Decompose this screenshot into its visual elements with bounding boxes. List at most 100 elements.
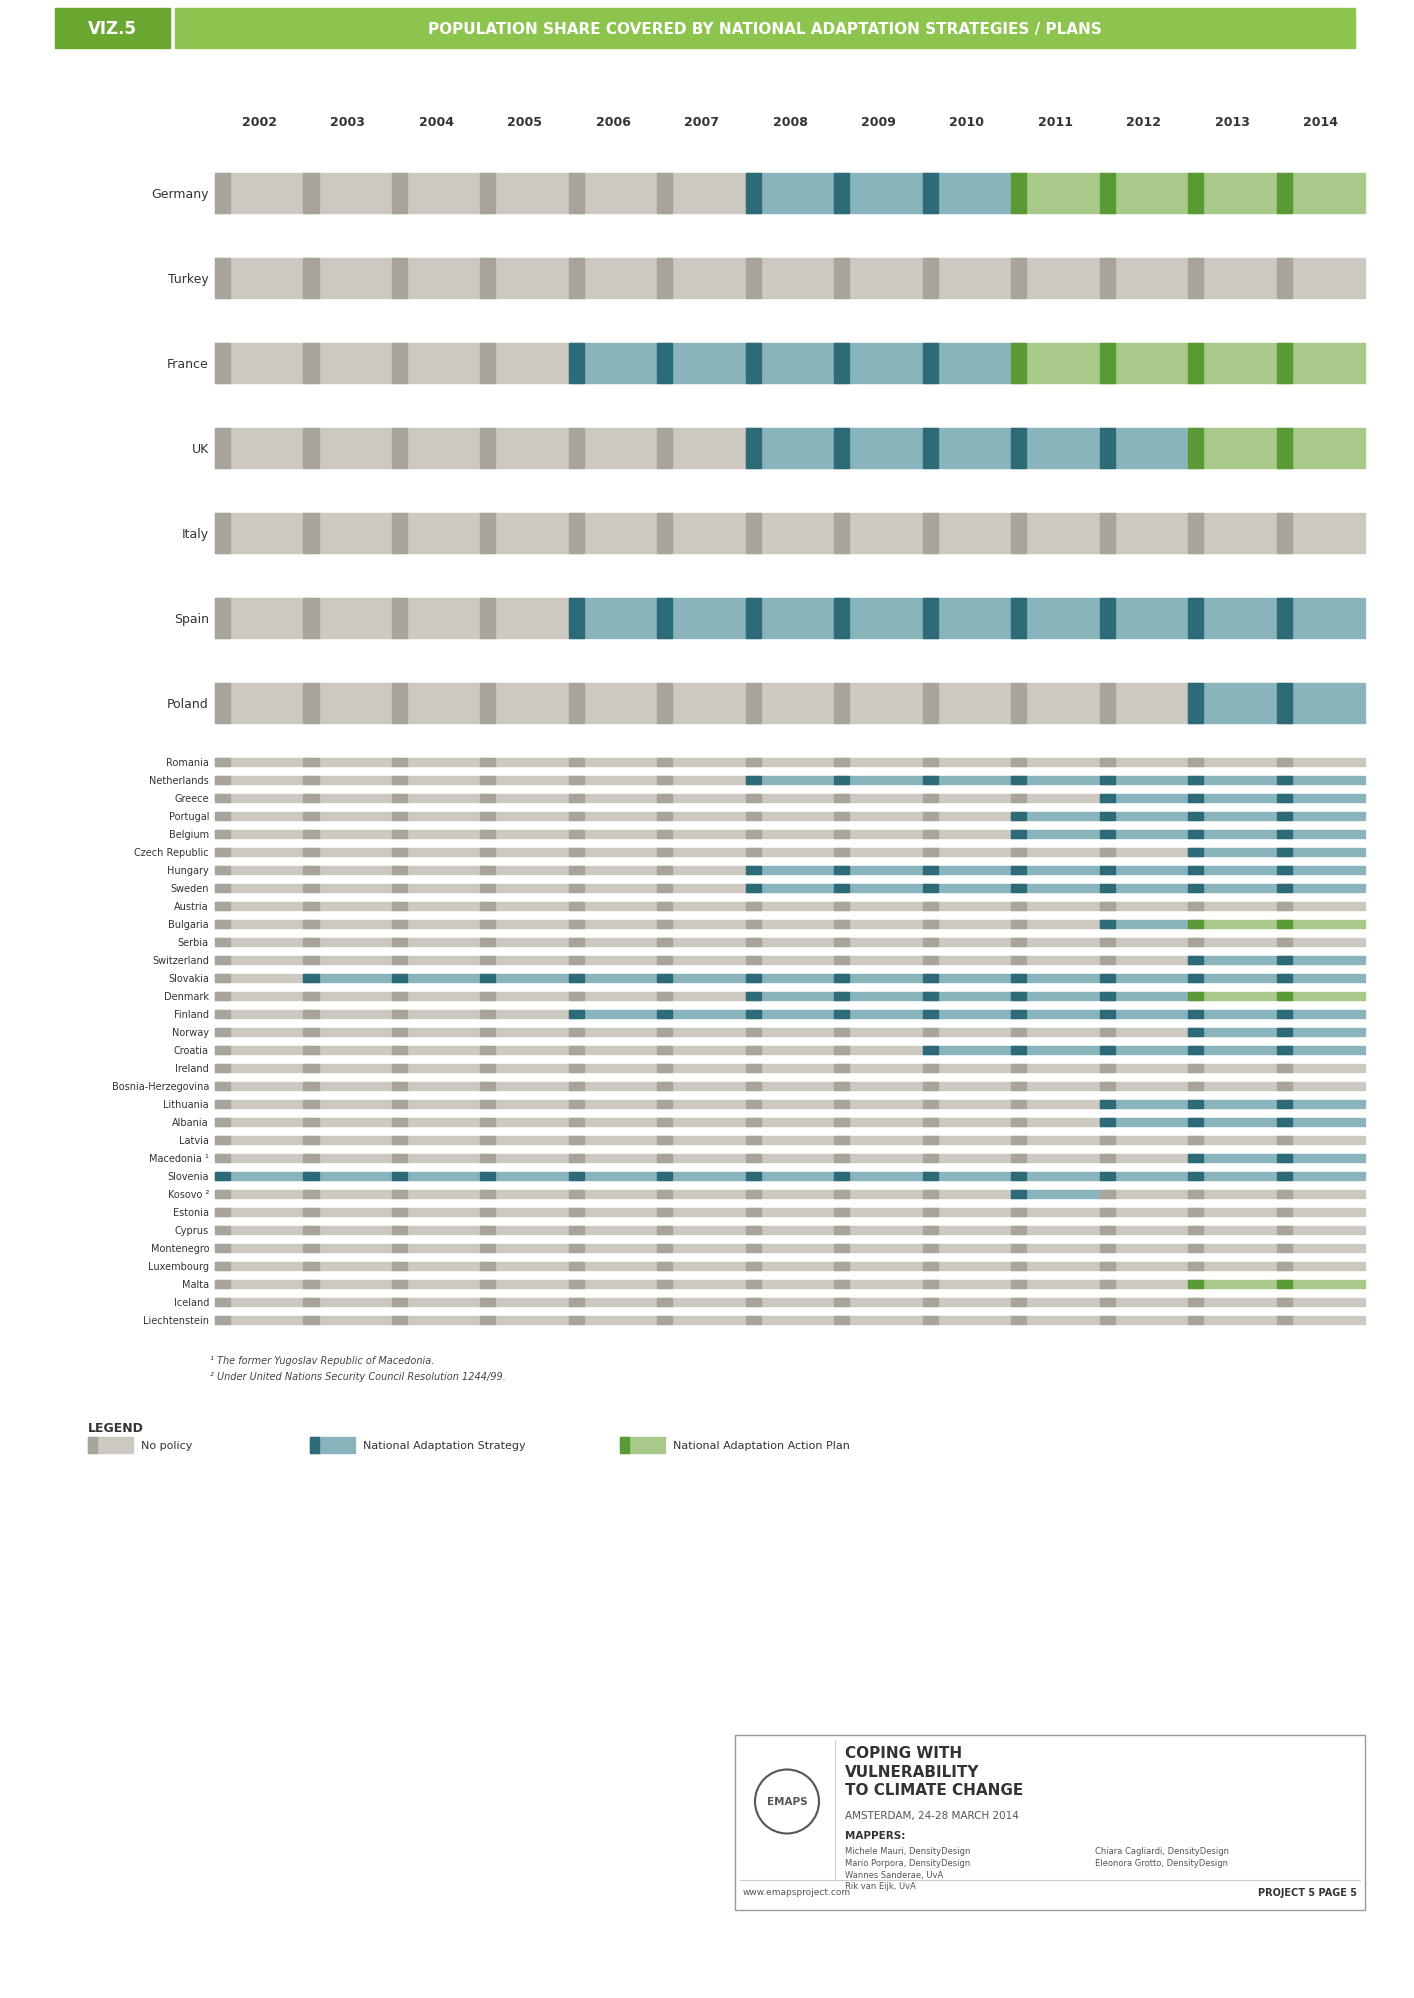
Bar	[1100, 939, 1114, 947]
Text: Belgium: Belgium	[168, 829, 209, 839]
Bar	[834, 513, 923, 553]
Text: Latvia: Latvia	[180, 1135, 209, 1145]
Bar	[1100, 1227, 1188, 1235]
Bar	[481, 1119, 568, 1127]
Text: Poland: Poland	[167, 697, 209, 711]
Bar	[481, 993, 568, 1001]
Bar	[745, 1173, 761, 1181]
Bar	[481, 1227, 568, 1235]
Bar	[1188, 777, 1277, 785]
Bar	[1277, 1245, 1291, 1253]
Bar	[1100, 430, 1114, 470]
Bar	[481, 903, 495, 911]
Bar	[1011, 1227, 1027, 1235]
Bar	[215, 1065, 230, 1073]
Bar	[1188, 1299, 1203, 1307]
Bar	[481, 993, 495, 1001]
Bar	[568, 599, 658, 639]
Bar	[834, 777, 923, 785]
Bar	[1011, 1065, 1027, 1073]
Bar	[1100, 831, 1114, 839]
Bar	[1277, 759, 1365, 767]
Bar	[745, 344, 761, 384]
Bar	[568, 1083, 584, 1091]
Bar	[923, 903, 937, 911]
Bar	[304, 1011, 392, 1019]
Bar	[658, 1029, 745, 1037]
Bar	[745, 867, 834, 875]
Bar	[481, 1119, 495, 1127]
Bar	[568, 683, 584, 723]
Bar	[568, 813, 658, 821]
Bar	[215, 513, 304, 553]
Bar	[1277, 599, 1291, 639]
Text: 2006: 2006	[595, 116, 631, 130]
Bar	[304, 777, 392, 785]
Bar	[1277, 1299, 1291, 1307]
Bar	[1188, 513, 1277, 553]
Bar	[745, 1173, 834, 1181]
Bar	[392, 1137, 481, 1145]
Text: Ireland: Ireland	[175, 1063, 209, 1073]
Bar	[834, 795, 850, 803]
Bar	[392, 975, 407, 983]
Bar	[923, 777, 1011, 785]
Bar	[1188, 1011, 1203, 1019]
Bar	[658, 1209, 672, 1217]
Bar	[304, 1245, 392, 1253]
Bar	[1188, 957, 1277, 965]
Bar	[481, 867, 568, 875]
Bar	[304, 1281, 392, 1289]
Bar	[923, 683, 937, 723]
Bar	[923, 795, 1011, 803]
Bar	[745, 849, 761, 857]
Bar	[568, 599, 584, 639]
Bar	[215, 1173, 304, 1181]
Bar	[568, 1263, 658, 1271]
Bar	[568, 957, 584, 965]
Bar	[392, 795, 407, 803]
Bar	[392, 921, 407, 929]
Bar	[215, 1155, 230, 1163]
Bar	[834, 344, 850, 384]
Bar	[304, 813, 318, 821]
Bar	[215, 1011, 304, 1019]
Bar	[1011, 795, 1100, 803]
Text: Macedonia ¹: Macedonia ¹	[148, 1153, 209, 1163]
Bar	[304, 1101, 392, 1109]
Bar	[392, 599, 407, 639]
Bar	[481, 174, 568, 214]
Bar	[834, 867, 850, 875]
Text: Kosovo ²: Kosovo ²	[168, 1189, 209, 1199]
Bar	[568, 813, 584, 821]
Bar	[923, 993, 1011, 1001]
Bar	[392, 813, 481, 821]
Text: Austria: Austria	[174, 901, 209, 911]
Bar	[1100, 599, 1114, 639]
Bar	[481, 1065, 495, 1073]
Bar	[568, 903, 658, 911]
Bar	[745, 1065, 834, 1073]
Bar	[568, 1191, 658, 1199]
Bar	[923, 1065, 1011, 1073]
Bar	[481, 1137, 568, 1145]
Bar	[392, 430, 407, 470]
Bar	[1011, 1227, 1100, 1235]
Bar	[834, 513, 850, 553]
Bar	[834, 993, 850, 1001]
Bar	[658, 957, 745, 965]
Bar	[1277, 599, 1365, 639]
Bar	[1100, 1263, 1114, 1271]
Bar	[304, 975, 392, 983]
Bar	[304, 513, 318, 553]
Bar	[88, 1437, 98, 1453]
Bar	[215, 813, 230, 821]
Bar	[658, 1173, 745, 1181]
Bar	[481, 430, 568, 470]
Bar	[923, 1209, 937, 1217]
Bar	[745, 1317, 834, 1325]
Bar	[215, 1263, 304, 1271]
Bar	[1188, 867, 1277, 875]
Bar	[1277, 921, 1365, 929]
Bar	[1100, 260, 1114, 300]
